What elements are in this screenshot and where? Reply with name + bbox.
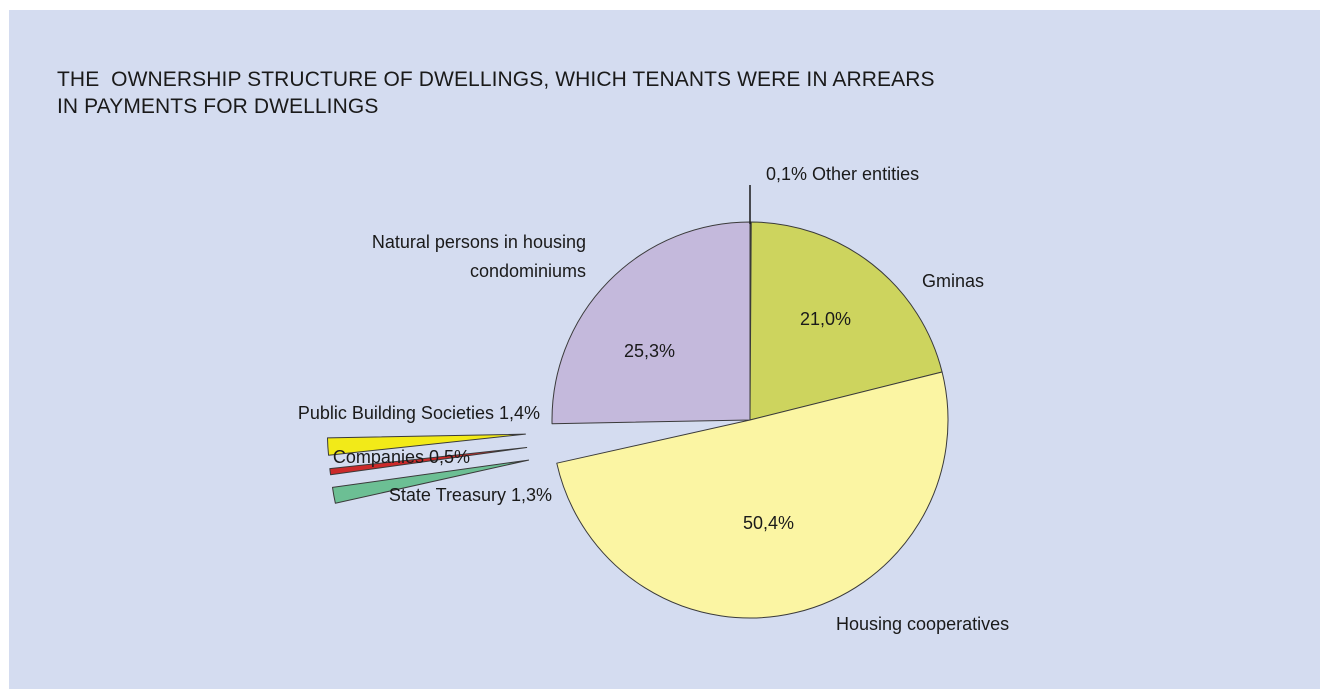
chart-title-line-2: IN PAYMENTS FOR DWELLINGS <box>57 95 379 118</box>
pie-slice-housing <box>556 371 949 619</box>
label-gminas: Gminas <box>922 271 984 291</box>
label-natural-persons-line-1: Natural persons in housing <box>372 232 586 252</box>
label-other-entities: 0,1% Other entities <box>766 164 919 184</box>
pct-gminas: 21,0% <box>800 309 851 329</box>
label-companies: Companies 0,5% <box>333 447 470 467</box>
pie-slice-public <box>326 433 526 456</box>
pie-slice-state <box>331 459 530 504</box>
pie-slice-natural <box>551 221 751 425</box>
label-natural-persons-line-2: condominiums <box>470 261 586 281</box>
pie-slice-companies <box>329 446 528 476</box>
label-housing-cooperatives: Housing cooperatives <box>836 614 1009 634</box>
pie-slice-gminas <box>749 221 943 421</box>
pct-natural-persons: 25,3% <box>624 341 675 361</box>
chart-title-line-1: THE OWNERSHIP STRUCTURE OF DWELLINGS, WH… <box>57 68 935 91</box>
label-state-treasury: State Treasury 1,3% <box>389 485 552 505</box>
chart-title: THE OWNERSHIP STRUCTURE OF DWELLINGS, WH… <box>57 66 935 120</box>
label-public-building-societies: Public Building Societies 1,4% <box>298 403 540 423</box>
pie-slices <box>326 221 949 619</box>
pct-housing-cooperatives: 50,4% <box>743 513 794 533</box>
